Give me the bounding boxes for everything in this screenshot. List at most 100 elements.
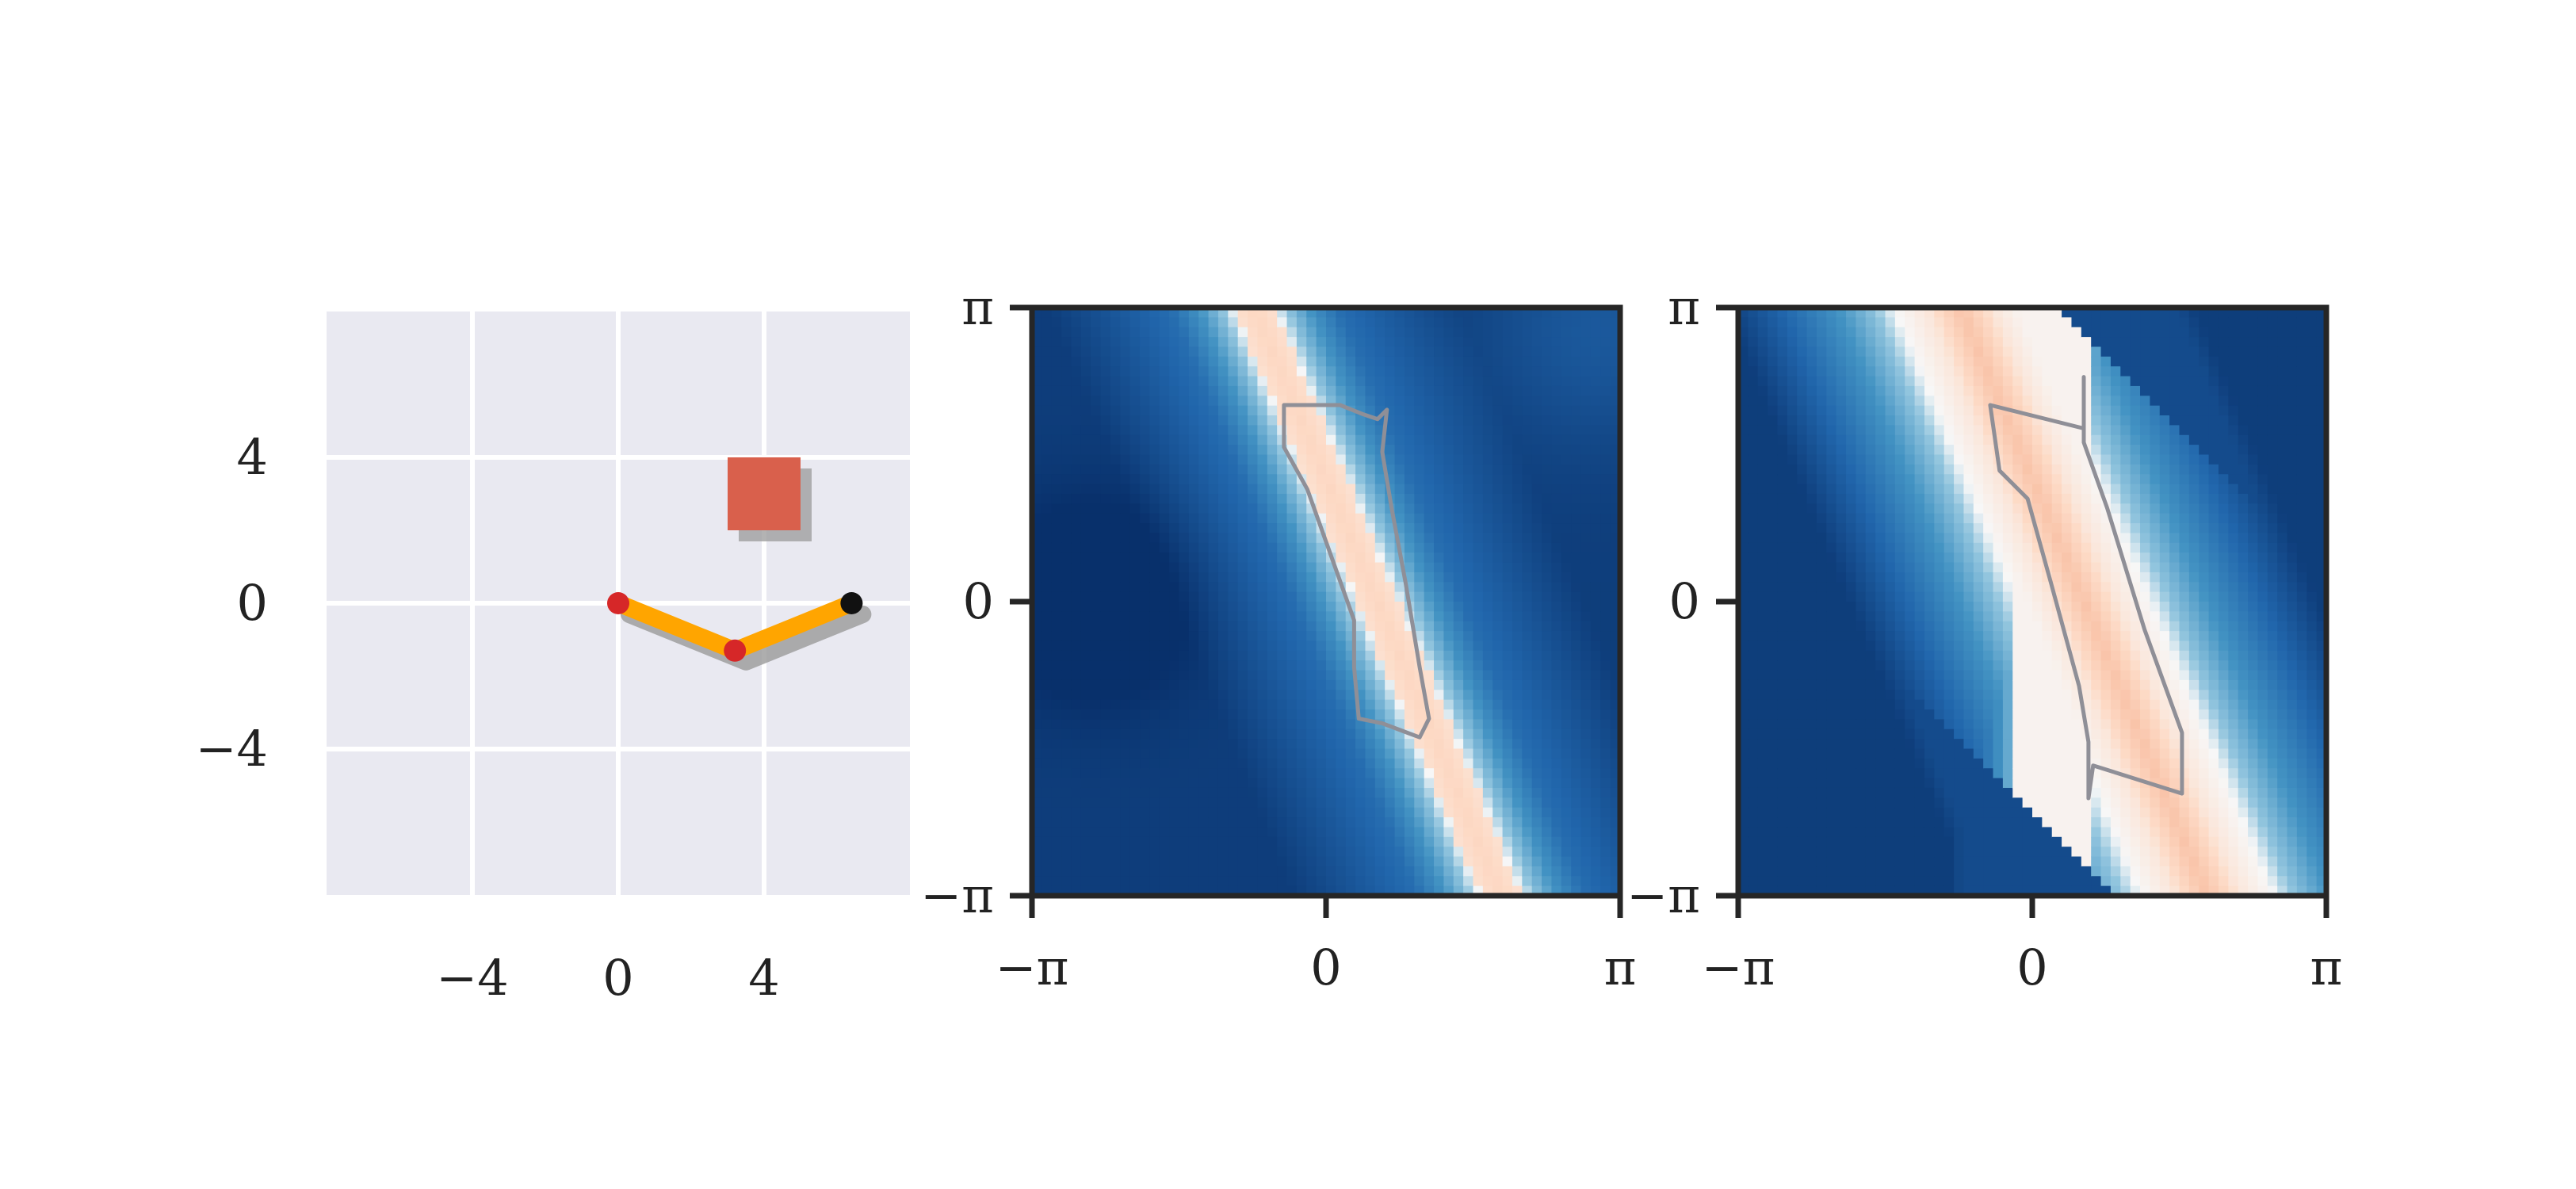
heatmap-cell bbox=[1768, 445, 1779, 456]
heatmap-cell bbox=[1306, 640, 1317, 652]
heatmap-cell bbox=[1434, 602, 1445, 613]
heatmap-cell bbox=[1894, 748, 1906, 759]
heatmap-cell bbox=[1894, 523, 1906, 534]
heatmap-cell bbox=[1228, 434, 1239, 445]
heatmap-cell bbox=[1061, 728, 1072, 740]
heatmap-cell bbox=[1482, 621, 1494, 632]
heatmap-cell bbox=[1943, 552, 1955, 564]
heatmap-left bbox=[1032, 308, 1620, 896]
heatmap-cell bbox=[1149, 425, 1160, 436]
heatmap-cell bbox=[1434, 728, 1445, 740]
heatmap-cell bbox=[1257, 768, 1268, 779]
heatmap-cell bbox=[1885, 768, 1896, 779]
heatmap-cell bbox=[1542, 376, 1553, 387]
heatmap-cell bbox=[1482, 827, 1494, 838]
heatmap-cell bbox=[1051, 827, 1062, 838]
heatmap-cell bbox=[1590, 611, 1602, 622]
heatmap-cell bbox=[1326, 827, 1337, 838]
heatmap-cell bbox=[1424, 728, 1435, 740]
heatmap-cell bbox=[1453, 484, 1464, 495]
heatmap-cell bbox=[1277, 611, 1288, 622]
heatmap-cell bbox=[1492, 434, 1504, 445]
heatmap-cell bbox=[1286, 337, 1298, 348]
heatmap-cell bbox=[1885, 396, 1896, 407]
heatmap-cell bbox=[1943, 493, 1955, 505]
heatmap-cell bbox=[1237, 758, 1248, 770]
heatmap-cell bbox=[1924, 376, 1936, 387]
heatmap-cell bbox=[1217, 611, 1229, 622]
heatmap-cell bbox=[1051, 856, 1062, 867]
heatmap-cell bbox=[1894, 376, 1906, 387]
heatmap-cell bbox=[1522, 454, 1533, 465]
heatmap-cell bbox=[1129, 484, 1141, 495]
heatmap-cell bbox=[1905, 699, 1916, 710]
heatmap-cell bbox=[1414, 366, 1425, 377]
heatmap-cell bbox=[1394, 690, 1405, 701]
heatmap-cell bbox=[1140, 317, 1151, 328]
heatmap-cell bbox=[1463, 847, 1474, 858]
heatmap-cell bbox=[1374, 758, 1385, 770]
heatmap-cell bbox=[1267, 797, 1278, 809]
heatmap-cell bbox=[1091, 739, 1102, 750]
heatmap-cell bbox=[1208, 376, 1219, 387]
heatmap-cell bbox=[1091, 513, 1102, 524]
heatmap-cell bbox=[1542, 434, 1553, 445]
heatmap-cell bbox=[1826, 758, 1837, 770]
heatmap-cell bbox=[1169, 513, 1180, 524]
heatmap-cell bbox=[1228, 699, 1239, 710]
heatmap-cell bbox=[1198, 425, 1210, 436]
heatmap-cell bbox=[1934, 836, 1945, 847]
heatmap-cell bbox=[1934, 327, 1945, 338]
heatmap-cell bbox=[1345, 709, 1356, 721]
heatmap-cell bbox=[1492, 591, 1504, 602]
heatmap-cell bbox=[1198, 562, 1210, 573]
heatmap-cell bbox=[1875, 552, 1886, 564]
heatmap-cell bbox=[1208, 445, 1219, 456]
heatmap-cell bbox=[1051, 582, 1062, 593]
heatmap-cell bbox=[1571, 484, 1582, 495]
heatmap-cell bbox=[1159, 602, 1170, 613]
heatmap-cell bbox=[1414, 690, 1425, 701]
heatmap-cell bbox=[1905, 856, 1916, 867]
heatmap-cell bbox=[1355, 679, 1366, 691]
heatmap-cell bbox=[1924, 337, 1936, 348]
heatmap-cell bbox=[1502, 572, 1513, 583]
heatmap-cell bbox=[1394, 866, 1405, 877]
heatmap-cell bbox=[1473, 513, 1484, 524]
heatmap-cell bbox=[1768, 660, 1779, 671]
heatmap-cell bbox=[1806, 396, 1817, 407]
heatmap-cell bbox=[1492, 376, 1504, 387]
heatmap-cell bbox=[1071, 434, 1082, 445]
heatmap-cell bbox=[1590, 719, 1602, 730]
heatmap-cell bbox=[1453, 719, 1464, 730]
heatmap-cell bbox=[1061, 778, 1072, 789]
heatmap-cell bbox=[1374, 533, 1385, 544]
heatmap-cell bbox=[1522, 425, 1533, 436]
heatmap-cell bbox=[1905, 591, 1916, 602]
heatmap-cell bbox=[1954, 405, 1965, 416]
heatmap-cell bbox=[1590, 434, 1602, 445]
heatmap-cell bbox=[1571, 493, 1582, 505]
heatmap-cell bbox=[1091, 405, 1102, 416]
heatmap-cell bbox=[1561, 454, 1572, 465]
heatmap-cell bbox=[1512, 866, 1523, 877]
heatmap-cell bbox=[1561, 523, 1572, 534]
heatmap-cell bbox=[1228, 562, 1239, 573]
heatmap-cell bbox=[1316, 797, 1327, 809]
heatmap-cell bbox=[1306, 572, 1317, 583]
heatmap-cell bbox=[1326, 739, 1337, 750]
heatmap-cell bbox=[1512, 523, 1523, 534]
heatmap-cell bbox=[1355, 650, 1366, 661]
heatmap-cell bbox=[1522, 396, 1533, 407]
heatmap-cell bbox=[1365, 405, 1376, 416]
heatmap-cell bbox=[1846, 484, 1857, 495]
heatmap-cell bbox=[1267, 337, 1278, 348]
heatmap-cell bbox=[1522, 807, 1533, 818]
heatmap-cell bbox=[1424, 542, 1435, 553]
heatmap-cell bbox=[1875, 660, 1886, 671]
heatmap-cell bbox=[1326, 376, 1337, 387]
heatmap-cell bbox=[1414, 415, 1425, 426]
heatmap-cell bbox=[1748, 709, 1759, 721]
heatmap-cell bbox=[1757, 739, 1768, 750]
heatmap-cell bbox=[1600, 434, 1611, 445]
